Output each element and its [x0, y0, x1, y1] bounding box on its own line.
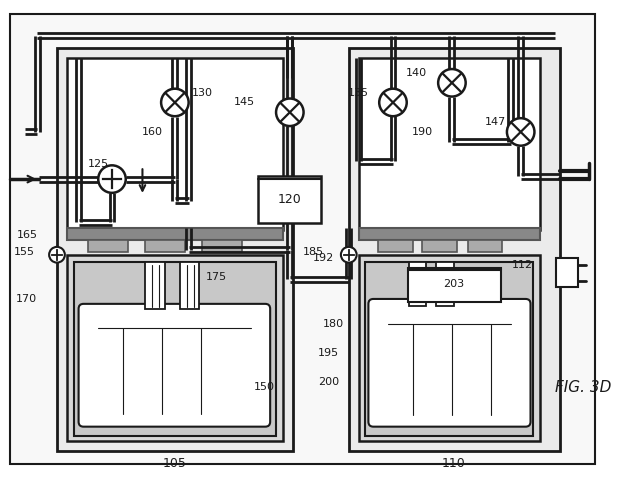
Bar — [67, 255, 283, 442]
Bar — [146, 240, 185, 252]
Text: 110: 110 — [442, 456, 466, 469]
Text: 185: 185 — [303, 247, 324, 257]
Circle shape — [379, 89, 407, 116]
Text: 155: 155 — [14, 247, 34, 257]
FancyBboxPatch shape — [368, 299, 531, 427]
Text: 180: 180 — [323, 319, 344, 328]
Text: 150: 150 — [254, 383, 274, 392]
Circle shape — [276, 98, 304, 126]
Bar — [407, 267, 501, 302]
Bar — [378, 240, 412, 252]
Text: 175: 175 — [206, 272, 226, 282]
Text: 105: 105 — [163, 456, 187, 469]
Text: 195: 195 — [318, 348, 339, 358]
Text: 192: 192 — [313, 252, 334, 263]
Text: 203: 203 — [443, 279, 465, 289]
Text: 112: 112 — [511, 260, 532, 270]
Circle shape — [161, 89, 188, 116]
Bar — [556, 258, 578, 287]
Bar — [67, 228, 283, 240]
Text: 147: 147 — [485, 117, 506, 127]
Bar — [409, 262, 426, 306]
Circle shape — [438, 69, 466, 96]
FancyBboxPatch shape — [78, 304, 270, 427]
Bar — [88, 240, 128, 252]
Text: 135: 135 — [348, 88, 368, 97]
Bar — [468, 240, 502, 252]
Text: 120: 120 — [278, 193, 302, 206]
Text: 200: 200 — [318, 377, 339, 387]
Text: 190: 190 — [412, 127, 433, 137]
Bar — [67, 58, 283, 230]
Bar — [146, 262, 165, 309]
Circle shape — [341, 247, 356, 263]
Text: FIG. 3D: FIG. 3D — [555, 380, 611, 395]
Circle shape — [49, 247, 65, 263]
Bar — [436, 262, 454, 306]
Text: 130: 130 — [192, 88, 213, 97]
Bar — [366, 262, 534, 436]
Bar — [359, 228, 541, 240]
Text: 170: 170 — [16, 294, 37, 304]
Bar — [422, 240, 457, 252]
Text: 140: 140 — [406, 68, 427, 78]
Text: 125: 125 — [88, 159, 109, 169]
Bar — [202, 240, 242, 252]
Circle shape — [98, 165, 126, 193]
Bar — [258, 176, 321, 223]
Bar — [359, 255, 541, 442]
Text: 145: 145 — [234, 97, 256, 108]
Text: 165: 165 — [16, 230, 37, 240]
Bar — [180, 262, 200, 309]
Bar — [359, 58, 541, 230]
Bar — [73, 262, 276, 436]
Bar — [57, 48, 293, 451]
Bar — [349, 48, 560, 451]
Text: 160: 160 — [142, 127, 163, 137]
Circle shape — [507, 118, 534, 146]
